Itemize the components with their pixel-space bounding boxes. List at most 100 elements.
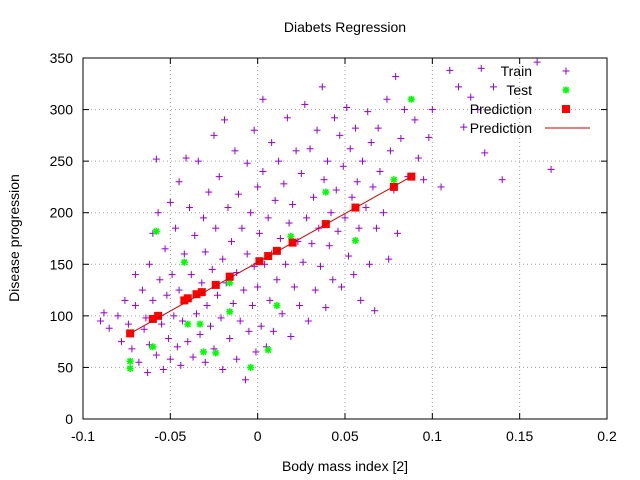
train-point xyxy=(393,229,401,237)
train-point xyxy=(234,190,242,198)
train-point xyxy=(198,279,206,287)
y-tick-labels: 0 50 100 150 200 250 300 350 xyxy=(50,50,74,427)
train-point xyxy=(205,188,213,196)
train-point xyxy=(219,255,227,263)
train-point xyxy=(236,317,244,325)
train-point xyxy=(121,296,129,304)
train-point xyxy=(353,178,361,186)
train-point xyxy=(498,176,506,184)
test-point xyxy=(322,188,330,196)
train-point xyxy=(385,255,393,263)
train-point xyxy=(131,302,139,310)
train-point xyxy=(105,324,113,332)
train-point xyxy=(386,147,394,155)
legend-swatch-star xyxy=(562,86,570,94)
train-point xyxy=(177,361,185,369)
train-point xyxy=(189,353,197,361)
train-point xyxy=(243,250,251,258)
train-point xyxy=(175,178,183,186)
train-point xyxy=(240,286,248,294)
test-point xyxy=(200,348,208,356)
train-point xyxy=(144,369,152,377)
train-point xyxy=(304,317,312,325)
test-point xyxy=(152,227,160,235)
x-axis-title: Body mass index [2] xyxy=(282,458,408,474)
x-tick-label: -0.05 xyxy=(154,428,186,444)
train-point xyxy=(203,302,211,310)
train-point xyxy=(159,365,167,373)
train-point xyxy=(180,250,188,258)
train-point xyxy=(301,100,309,108)
x-tick-label: -0.1 xyxy=(71,428,95,444)
train-point xyxy=(161,245,169,253)
train-point xyxy=(348,193,356,201)
train-point xyxy=(460,123,468,131)
train-point xyxy=(275,157,283,165)
train-point xyxy=(186,204,194,212)
train-point xyxy=(128,345,136,353)
train-point xyxy=(292,147,300,155)
train-point xyxy=(379,209,387,217)
train-point xyxy=(296,302,304,310)
train-point xyxy=(346,145,354,153)
train-point xyxy=(341,214,349,222)
train-point xyxy=(371,307,379,315)
x-tick-label: 0.15 xyxy=(506,428,533,444)
test-point xyxy=(184,320,192,328)
train-point xyxy=(170,312,178,320)
train-point xyxy=(425,133,433,141)
train-point xyxy=(374,124,382,132)
train-point xyxy=(297,170,305,178)
legend-label: Prediction xyxy=(470,120,532,136)
train-point xyxy=(149,296,157,304)
train-point xyxy=(327,209,335,217)
train-point xyxy=(219,365,227,373)
train-point xyxy=(283,114,291,122)
train-point xyxy=(313,126,321,134)
train-point xyxy=(187,271,195,279)
train-point xyxy=(303,214,311,222)
train-point xyxy=(397,134,405,142)
train-point xyxy=(365,260,373,268)
train-point xyxy=(383,95,391,103)
train-point xyxy=(200,214,208,222)
regression-line xyxy=(129,176,412,334)
train-point xyxy=(250,126,258,134)
prediction-point xyxy=(389,182,398,191)
x-tick-label: 0.2 xyxy=(597,428,617,444)
legend-swatch-plus xyxy=(562,67,570,75)
test-point xyxy=(226,279,234,287)
y-tick-label: 100 xyxy=(50,308,74,324)
train-point xyxy=(310,193,318,201)
test-point xyxy=(390,176,398,184)
train-point xyxy=(336,131,344,139)
x-tick-label: 0.05 xyxy=(331,428,358,444)
train-point xyxy=(282,260,290,268)
train-point xyxy=(163,291,171,299)
train-point xyxy=(179,317,187,325)
y-tick-label: 250 xyxy=(50,153,74,169)
train-point xyxy=(247,209,255,217)
train-point xyxy=(248,302,256,310)
grid-lines xyxy=(83,58,607,419)
chart-title: Diabets Regression xyxy=(284,19,406,35)
legend-item: Test xyxy=(506,82,570,98)
x-tick-labels: -0.1 -0.05 0 0.05 0.1 0.15 0.2 xyxy=(71,428,617,444)
train-point xyxy=(193,310,201,318)
train-point xyxy=(217,314,225,322)
train-point xyxy=(241,376,249,384)
train-point xyxy=(273,276,281,284)
y-axis-title: Disease progression xyxy=(6,174,22,302)
legend: Train Test Prediction Prediction xyxy=(470,63,590,136)
prediction-point xyxy=(197,288,206,297)
train-point xyxy=(140,325,148,333)
train-point xyxy=(290,283,298,291)
train-point xyxy=(420,176,428,184)
train-point xyxy=(257,322,265,330)
test-point xyxy=(126,364,134,372)
test-point xyxy=(149,343,157,351)
test-point xyxy=(180,258,188,266)
series-test-points xyxy=(126,95,415,372)
